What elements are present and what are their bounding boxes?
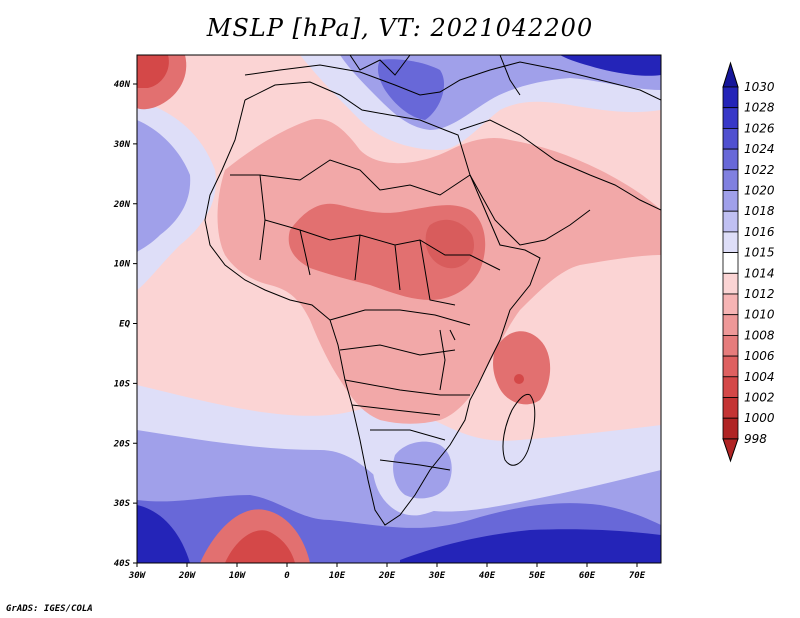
x-tick-label: 0: [284, 571, 290, 581]
country-borders: [230, 159, 501, 471]
colorbar-swatch: [722, 293, 739, 316]
colorbar-swatch: [722, 397, 739, 419]
colorbar-swatch: [722, 334, 739, 357]
madagascar-low: [493, 331, 551, 405]
colorbar-top-arrow: [722, 61, 739, 88]
colorbar-swatch: [722, 272, 739, 295]
madagascar-coastline: [502, 393, 536, 466]
colorbar-label: 1022: [744, 163, 775, 177]
south-atlantic-low-core: [225, 530, 295, 563]
colorbar-swatch: [722, 417, 739, 440]
plot-frame: [136, 54, 662, 564]
colorbar-label: 1018: [744, 204, 775, 218]
colorbar-swatch: [722, 252, 739, 274]
y-tick-label: 40S: [114, 559, 131, 569]
x-tick-label: 40E: [479, 571, 496, 581]
colorbar-label: 1015: [744, 246, 775, 260]
colorbar-swatch: [722, 127, 739, 150]
x-tick-label: 30E: [428, 571, 446, 581]
map-title: MSLP [hPa], VT: 2021042200: [206, 14, 594, 42]
x-tick-label: 70E: [629, 571, 646, 581]
colorbar-label: 1008: [744, 328, 775, 342]
colorbar-label: 1000: [744, 411, 775, 425]
colorbar-label: 1012: [744, 287, 775, 301]
colorbar-label: 1016: [744, 225, 775, 239]
y-tick-label: 40N: [114, 80, 131, 90]
west-atlantic-high-inner: [137, 120, 191, 252]
y-tick-label: 30S: [113, 499, 131, 509]
y-axis: 40N 30N 20N 10N EQ 10S 20S 30S 40S: [113, 80, 137, 569]
x-axis: 30W 20W 10W 0 10E 20E 30E 40E 50E 60E 70E: [128, 563, 646, 581]
colorbar-label: 1026: [744, 121, 775, 135]
mediterranean-high-core: [560, 55, 661, 76]
africa-coastline: [204, 81, 541, 526]
x-tick-label: 50E: [529, 571, 546, 581]
northwest-low-core: [137, 55, 169, 88]
madagascar-low-core: [514, 374, 524, 384]
x-tick-label: 10W: [229, 571, 247, 581]
colorbar-swatch: [722, 376, 739, 398]
colorbar-swatch: [722, 210, 739, 233]
coastlines: [204, 55, 661, 526]
y-tick-label: 30N: [113, 140, 131, 150]
credit-label: GrADS: IGES/COLA: [6, 604, 93, 614]
colorbar-label: 1024: [744, 142, 775, 156]
colorbar-label: 998: [744, 432, 767, 446]
colorbar-label: 1030: [744, 80, 775, 94]
x-tick-label: 20E: [378, 571, 396, 581]
colorbar-swatch: [722, 314, 739, 336]
colorbar-label: 1028: [744, 101, 775, 115]
arabia-coastline: [459, 119, 661, 246]
x-tick-label: 10E: [329, 571, 346, 581]
colorbar-label: 1010: [744, 308, 775, 322]
colorbar-label: 1002: [744, 391, 775, 405]
colorbar-swatch: [722, 107, 739, 129]
colorbar-bottom-arrow: [722, 438, 739, 463]
southern-high-belt-max: [400, 529, 661, 563]
europe-coastline: [244, 55, 661, 101]
southern-africa-high-core: [393, 441, 452, 499]
y-tick-label: EQ: [119, 320, 130, 330]
colorbar-label: 1006: [744, 349, 775, 363]
colorbar-swatch: [722, 169, 739, 191]
colorbar-swatch: [722, 355, 739, 378]
y-tick-label: 20N: [113, 200, 131, 210]
y-tick-label: 10N: [114, 260, 131, 270]
colorbar-swatch: [722, 148, 739, 171]
colorbar-swatch: [722, 231, 739, 253]
x-tick-label: 20W: [178, 571, 197, 581]
x-tick-label: 30W: [128, 571, 147, 581]
colorbar-swatch: [722, 86, 739, 109]
colorbar-label: 1004: [744, 370, 775, 384]
colorbar: 1030 1028 1026 1024 1022 1020 1018 1016 1015 1014…: [722, 61, 775, 463]
great-lakes: [439, 329, 456, 391]
x-tick-label: 60E: [579, 571, 596, 581]
colorbar-label: 1014: [744, 266, 775, 280]
southwest-high: [137, 505, 190, 563]
y-tick-label: 20S: [113, 439, 131, 449]
pressure-field: [137, 55, 661, 563]
continental-low-core: [425, 219, 475, 269]
y-tick-label: 10S: [114, 379, 131, 389]
colorbar-swatch: [722, 190, 739, 212]
colorbar-label: 1020: [744, 184, 775, 198]
